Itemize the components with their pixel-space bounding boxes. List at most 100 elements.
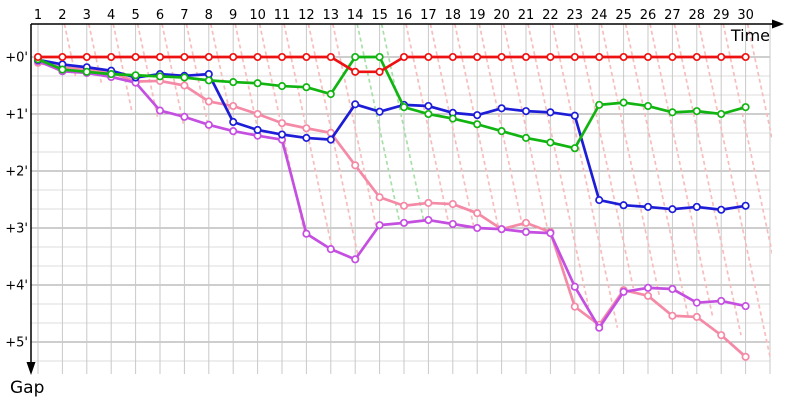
checkpoint-reference-line-13 — [331, 24, 377, 226]
checkpoint-reference-line-26 — [649, 24, 714, 318]
checkpoint-reference-line-8 — [209, 24, 236, 136]
data-point-red-leader-28 — [692, 52, 701, 62]
checkpoint-reference-line-25 — [624, 24, 689, 316]
data-point-green-22 — [546, 138, 555, 147]
checkpoint-reference-line-14 — [356, 24, 401, 224]
data-point-green-24 — [595, 100, 604, 109]
data-point-green-3 — [82, 67, 91, 76]
data-point-blue-28 — [692, 202, 701, 211]
checkpoint-reference-line-7 — [185, 24, 211, 132]
data-point-red-leader-19 — [473, 52, 482, 62]
data-point-blue-12 — [302, 133, 311, 142]
checkpoint-reference-line-15 — [380, 24, 425, 221]
data-point-red-leader-8 — [204, 52, 213, 62]
x-tick-label-6: 6 — [156, 8, 164, 23]
data-point-pink-21 — [521, 218, 531, 227]
data-point-blue-11 — [277, 130, 287, 139]
x-tick-label-22: 22 — [542, 8, 559, 23]
data-point-pink-27 — [668, 311, 677, 320]
data-point-pink-28 — [692, 312, 701, 321]
data-point-blue-24 — [595, 196, 604, 205]
data-point-red-leader-2 — [58, 52, 67, 62]
x-tick-label-25: 25 — [615, 8, 632, 23]
data-point-violet-26 — [643, 283, 653, 292]
data-point-green-27 — [668, 108, 677, 117]
data-point-blue-17 — [424, 101, 433, 111]
data-point-red-leader-27 — [668, 52, 677, 62]
data-point-red-leader-3 — [82, 52, 91, 62]
data-point-green-5 — [131, 71, 140, 80]
x-tick-label-19: 19 — [469, 8, 486, 23]
data-point-green-17 — [424, 109, 433, 119]
data-point-red-leader-12 — [302, 52, 311, 62]
data-point-green-25 — [619, 98, 628, 107]
series-green — [33, 52, 750, 153]
data-point-violet-28 — [692, 298, 701, 307]
data-point-red-leader-24 — [595, 52, 604, 62]
x-tick-label-1: 1 — [34, 8, 42, 23]
data-point-red-leader-4 — [107, 52, 116, 62]
x-tick-label-7: 7 — [180, 8, 188, 23]
data-point-blue-13 — [326, 135, 335, 144]
horizontal-minor-gridlines — [31, 75, 770, 362]
x-tick-label-27: 27 — [664, 8, 681, 23]
x-tick-label-11: 11 — [274, 8, 291, 23]
data-point-green-14 — [351, 52, 360, 62]
x-tick-label-21: 21 — [518, 8, 535, 23]
data-point-red-leader-15 — [375, 67, 384, 76]
data-point-red-leader-13 — [326, 52, 335, 62]
competitor-series — [33, 52, 750, 361]
data-point-red-leader-18 — [448, 52, 457, 62]
data-point-violet-14 — [351, 255, 360, 264]
leader-checkpoint-reference-lines — [63, 24, 772, 357]
data-point-violet-13 — [326, 245, 335, 254]
data-point-blue-20 — [497, 104, 506, 113]
data-point-green-26 — [643, 101, 653, 111]
x-tick-label-3: 3 — [83, 8, 91, 23]
data-point-green-23 — [570, 144, 579, 153]
data-point-red-leader-6 — [155, 52, 165, 62]
data-point-green-21 — [521, 133, 531, 142]
data-point-blue-25 — [619, 201, 628, 210]
y-tick-label-1: +1' — [5, 108, 28, 123]
data-point-green-12 — [302, 83, 311, 92]
data-point-pink-18 — [448, 200, 457, 209]
data-point-blue-9 — [229, 117, 238, 127]
checkpoint-reference-line-23 — [575, 24, 635, 293]
data-point-green-11 — [277, 82, 287, 91]
data-point-blue-15 — [375, 107, 384, 116]
data-point-pink-11 — [277, 119, 287, 128]
data-point-violet-7 — [180, 112, 189, 121]
checkpoint-reference-line-27 — [673, 24, 742, 336]
data-point-violet-25 — [619, 287, 628, 296]
data-point-red-leader-1 — [33, 52, 43, 62]
data-point-violet-22 — [546, 229, 555, 238]
data-point-green-18 — [448, 114, 457, 123]
data-point-red-leader-16 — [399, 52, 409, 62]
data-point-pink-12 — [302, 124, 311, 133]
y-tick-label-5: +5' — [5, 336, 28, 351]
checkpoint-reference-line-24 — [600, 24, 661, 297]
data-point-green-28 — [692, 107, 701, 116]
data-point-red-leader-17 — [424, 52, 433, 62]
x-tick-label-5: 5 — [131, 8, 139, 23]
data-point-red-leader-11 — [277, 52, 287, 62]
data-point-red-leader-30 — [741, 52, 750, 62]
y-tick-label-0: +0' — [5, 51, 28, 66]
data-point-pink-14 — [351, 161, 360, 170]
series-line-red-leader — [36, 55, 747, 74]
data-point-violet-16 — [399, 218, 409, 227]
data-point-red-leader-25 — [619, 52, 628, 62]
checkpoint-reference-line-29 — [722, 24, 772, 257]
data-point-red-leader-23 — [570, 52, 579, 62]
data-point-blue-26 — [643, 202, 653, 211]
checkpoint-reference-line-20 — [502, 24, 550, 234]
data-point-blue-10 — [253, 125, 262, 135]
data-point-violet-19 — [473, 223, 482, 233]
data-point-red-leader-9 — [229, 52, 238, 62]
data-point-pink-29 — [717, 331, 726, 340]
data-point-green-2 — [58, 65, 67, 74]
data-point-red-leader-10 — [253, 52, 262, 62]
series-violet — [33, 56, 750, 332]
